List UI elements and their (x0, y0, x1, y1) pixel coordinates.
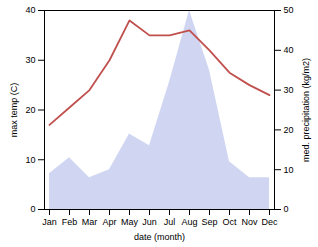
svg-text:20: 20 (284, 125, 294, 135)
svg-text:10: 10 (25, 155, 35, 165)
svg-text:Dec: Dec (261, 217, 278, 227)
svg-text:Nov: Nov (241, 217, 258, 227)
svg-text:date (month): date (month) (134, 232, 185, 242)
svg-text:Feb: Feb (62, 217, 78, 227)
svg-text:Jul: Jul (164, 217, 176, 227)
svg-text:30: 30 (25, 55, 35, 65)
svg-text:40: 40 (284, 45, 294, 55)
svg-text:50: 50 (284, 5, 294, 15)
svg-text:20: 20 (25, 105, 35, 115)
svg-text:30: 30 (284, 85, 294, 95)
svg-text:0: 0 (284, 204, 289, 214)
svg-text:0: 0 (30, 204, 35, 214)
svg-text:Sep: Sep (201, 217, 217, 227)
svg-text:max temp (C): max temp (C) (9, 83, 19, 138)
svg-text:40: 40 (25, 5, 35, 15)
svg-text:May: May (121, 217, 139, 227)
svg-text:Oct: Oct (222, 217, 237, 227)
svg-text:med. precipitation (kg/m2): med. precipitation (kg/m2) (301, 58, 311, 162)
svg-text:Apr: Apr (102, 217, 116, 227)
svg-text:Mar: Mar (82, 217, 98, 227)
svg-text:Jan: Jan (42, 217, 57, 227)
svg-text:Jun: Jun (142, 217, 157, 227)
svg-text:10: 10 (284, 165, 294, 175)
svg-text:Aug: Aug (181, 217, 197, 227)
